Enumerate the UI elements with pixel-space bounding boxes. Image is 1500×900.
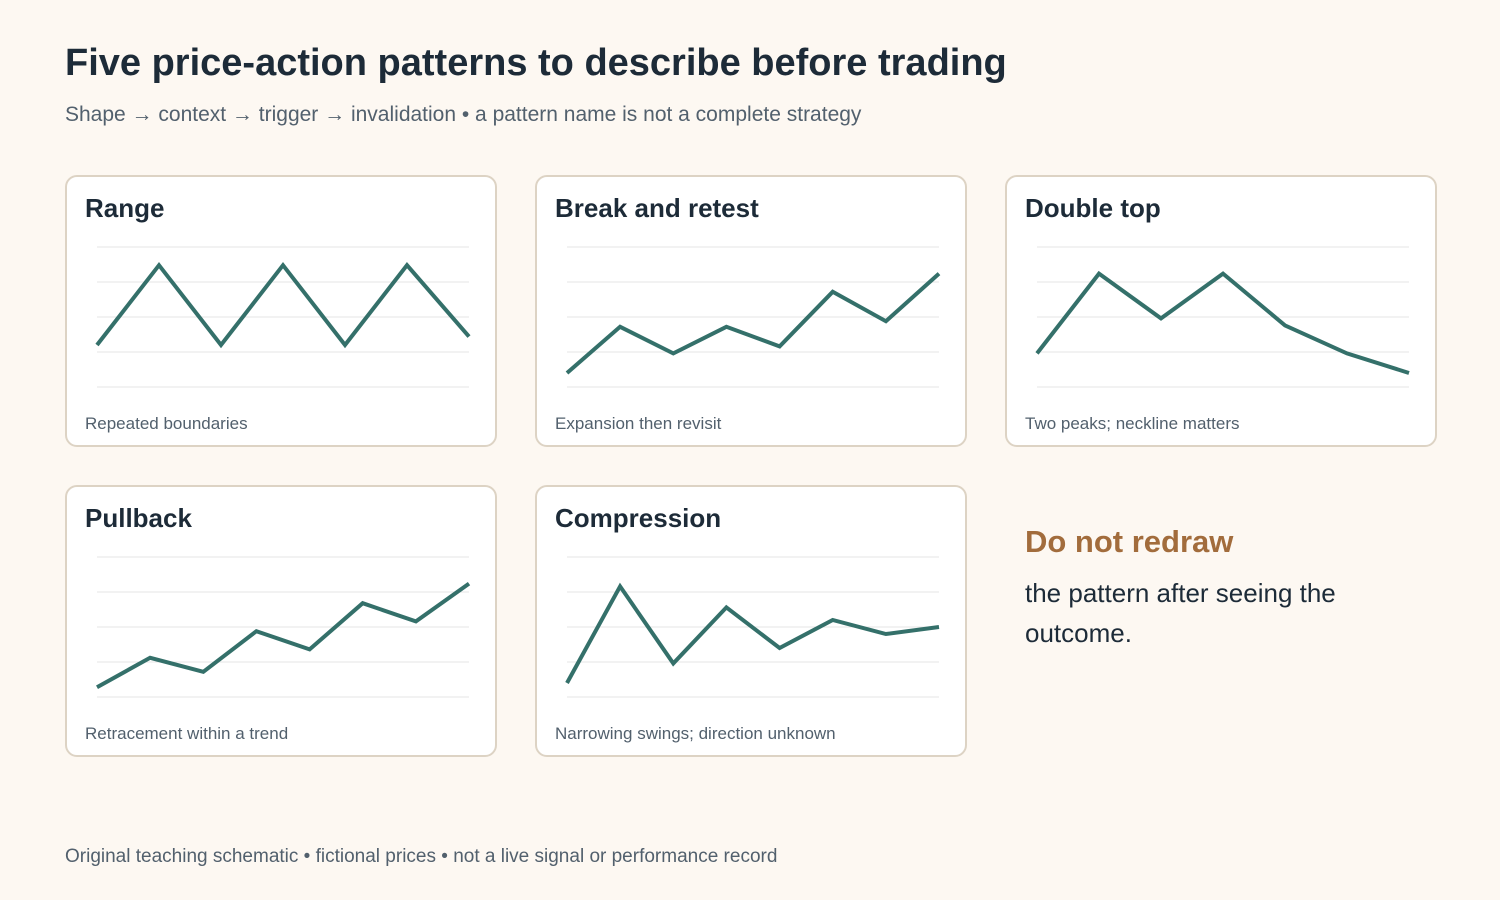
page-title: Five price-action patterns to describe b… bbox=[65, 42, 1007, 84]
pattern-card-pullback: Pullback Retracement within a trend bbox=[65, 485, 497, 757]
pattern-card-caption: Two peaks; neckline matters bbox=[1025, 414, 1240, 433]
pattern-chart-double-top bbox=[1035, 246, 1410, 388]
price-series-line bbox=[96, 581, 471, 689]
pattern-card-caption: Retracement within a trend bbox=[85, 724, 289, 743]
callout-heading: Do not redraw bbox=[1025, 524, 1234, 559]
price-series-line bbox=[565, 272, 941, 375]
pattern-card-compression: Compression Narrowing swings; direction … bbox=[535, 485, 967, 757]
pattern-card-caption: Repeated boundaries bbox=[85, 414, 248, 433]
pattern-card-title: Range bbox=[85, 193, 165, 223]
pattern-card-title: Compression bbox=[555, 503, 722, 533]
footer-note: Original teaching schematic • fictional … bbox=[65, 846, 778, 867]
pattern-chart-break-and-retest bbox=[565, 246, 941, 388]
pattern-card-title: Pullback bbox=[85, 503, 192, 533]
pattern-chart-compression bbox=[565, 556, 940, 698]
pattern-card-caption: Narrowing swings; direction unknown bbox=[555, 724, 836, 743]
pattern-card-break-and-retest: Break and retest Expansion then revisit bbox=[535, 175, 967, 447]
pattern-card-title: Break and retest bbox=[555, 193, 759, 223]
pattern-card-double-top: Double top Two peaks; neckline matters bbox=[1005, 175, 1437, 447]
price-series-line bbox=[1035, 270, 1410, 375]
pattern-card-caption: Expansion then revisit bbox=[555, 414, 722, 433]
price-series-line bbox=[95, 261, 471, 349]
callout-body: the pattern after seeing the outcome. bbox=[1025, 578, 1336, 648]
pattern-card-range: Range Repeated boundaries bbox=[65, 175, 497, 447]
pattern-chart-range bbox=[95, 246, 471, 388]
page-subtitle: Shape → context → trigger → invalidation… bbox=[65, 103, 862, 126]
pattern-card-title: Double top bbox=[1025, 193, 1161, 223]
pattern-chart-pullback bbox=[96, 556, 471, 698]
price-series-line bbox=[565, 582, 940, 684]
